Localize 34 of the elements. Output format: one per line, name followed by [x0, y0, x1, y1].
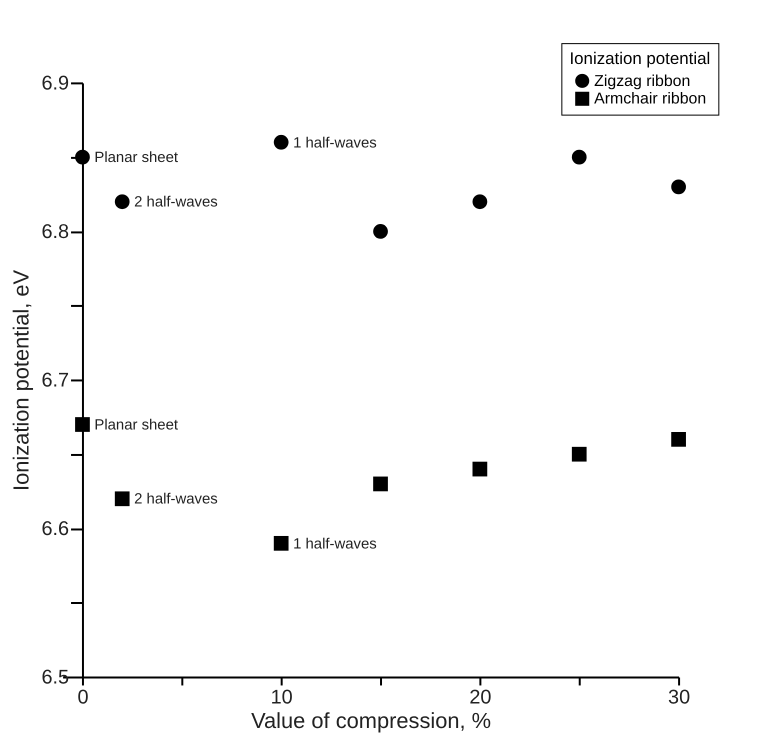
annotation: Planar sheet — [94, 417, 179, 434]
point — [572, 150, 587, 164]
y-tick-label: 6.8 — [41, 220, 70, 243]
annotation: 1 half-waves — [293, 135, 377, 152]
x-tick-label: 30 — [668, 686, 690, 708]
point — [373, 476, 388, 492]
y-tick-label: 6.7 — [41, 369, 70, 392]
point — [274, 536, 289, 551]
point — [274, 134, 289, 150]
legend-label: Armchair ribbon — [594, 90, 706, 108]
y-tick-label: 6.5 — [41, 666, 70, 688]
x-axis-title: Value of compression, % — [251, 708, 492, 734]
annotation: Planar sheet — [94, 150, 179, 166]
x-tick-label: 0 — [77, 686, 88, 708]
legend-title: Ionization potential — [569, 49, 710, 68]
x-tick-label: 10 — [270, 686, 293, 708]
point — [572, 446, 587, 462]
y-tick-label: 6.9 — [41, 72, 70, 94]
legend-label: Zigzag ribbon — [594, 72, 690, 90]
annotation: 2 half-waves — [134, 194, 218, 211]
point — [114, 194, 130, 210]
point — [671, 432, 686, 447]
point — [114, 491, 130, 506]
y-axis-title: Ionization potential, eV — [8, 270, 34, 491]
point — [472, 194, 488, 210]
annotation: 2 half-waves — [134, 492, 218, 508]
y-tick-label: 6.6 — [41, 518, 70, 540]
point — [75, 150, 90, 164]
annotation: 1 half-waves — [293, 536, 377, 552]
point — [671, 180, 686, 194]
point — [373, 224, 388, 239]
point — [472, 462, 488, 476]
point — [75, 417, 90, 432]
x-tick-label: 20 — [469, 686, 492, 708]
